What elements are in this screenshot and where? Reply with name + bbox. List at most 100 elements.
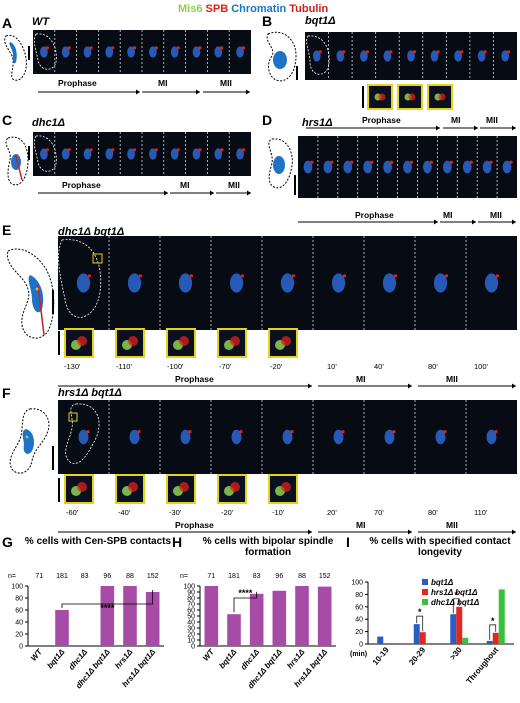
- panel-e-time-1: -110': [116, 362, 132, 371]
- panel-d-spb-8: [469, 160, 473, 164]
- panel-f-inset-spb-4: [281, 482, 291, 492]
- panel-c-spb-7: [198, 148, 202, 152]
- panel-b-nucleus-6: [454, 50, 462, 62]
- chart-h-n-value-3: 96: [275, 573, 283, 580]
- panel-a-spb-6: [176, 46, 180, 50]
- panel-f-phase-mii: MII: [446, 520, 458, 530]
- panel-e-spb-4: [291, 274, 296, 278]
- panel-f-spb-2: [188, 430, 192, 434]
- panel-e-time-6: 40': [374, 362, 384, 371]
- chart-g-significance-label: ****: [100, 603, 115, 613]
- panel-d-phase-prophase: Prophase: [355, 210, 394, 220]
- panel-c-cell-schematic: [5, 136, 29, 186]
- chart-i-legend-swatch-1: [422, 589, 428, 595]
- chart-g-n-value-3: 96: [103, 573, 111, 580]
- panel-f-nucleus-5: [333, 429, 344, 445]
- chart-i-category-label-2: >30: [448, 645, 464, 662]
- chart-h-ytick-label-10: 100: [183, 584, 195, 591]
- chart-i-xlabel: (min): [350, 651, 367, 658]
- panel-b-inset-spb-1: [408, 93, 416, 101]
- panel-c-scale-bar: [28, 146, 30, 160]
- panel-e-nucleus-4: [280, 273, 295, 293]
- panel-e-zoom-box: [92, 253, 103, 264]
- panel-a-nucleus-1: [61, 46, 70, 58]
- panel-a-cell-outline: [33, 33, 57, 70]
- panel-f-cell-outline: [65, 403, 100, 464]
- panel-f-nucleus-1: [129, 429, 140, 445]
- panel-c-phase-prophase: Prophase: [62, 180, 101, 190]
- panel-d-mi-arrow-head: [472, 219, 476, 225]
- panel-b-prophase-arrow-head: [436, 125, 440, 131]
- chart-i-significance-bracket-0: [416, 615, 424, 632]
- panel-d-nucleus-8: [462, 160, 472, 174]
- panel-d-nucleus-4: [383, 160, 392, 174]
- chart-h-bar-5: [317, 586, 332, 646]
- panel-e-nucleus-1: [127, 273, 142, 293]
- panel-e-phase-prophase: Prophase: [175, 374, 214, 384]
- panel-e-spb-3: [240, 274, 245, 278]
- chart-g-title: % cells with Cen-SPB contacts: [24, 536, 172, 547]
- panel-b-spb-7: [483, 50, 487, 54]
- chart-g-n-label: n=: [8, 573, 16, 580]
- panel-d-nucleus-9: [482, 160, 492, 174]
- panel-d-spb-1: [330, 160, 334, 164]
- panel-e-spb-1: [138, 274, 143, 278]
- panel-e-letter: E: [2, 222, 12, 238]
- panel-c-spb-5: [154, 148, 158, 152]
- panel-c-spb-4: [133, 148, 137, 152]
- chart-h-ytick-label-5: 50: [187, 614, 195, 621]
- panel-c-nucleus-5: [149, 148, 157, 160]
- panel-e-inset-spb-4: [281, 336, 291, 346]
- legend-mis6: Mis6: [178, 3, 203, 15]
- chart-g-ytick-label-5: 100: [11, 584, 23, 591]
- panel-b-nucleus-8: [501, 50, 510, 62]
- chart-h-ytick-label-2: 20: [187, 632, 195, 639]
- chart-g-category-label-2: dhc1Δ: [67, 647, 90, 672]
- panel-a-spb-3: [111, 46, 115, 50]
- chart-g-category-label-0: WT: [29, 647, 45, 663]
- panel-c-prophase-arrow-head: [164, 190, 168, 196]
- chart-i-ytick-label-0: 0: [359, 642, 363, 649]
- panel-f-spb-4: [290, 430, 294, 434]
- panel-a-nucleus-0: [40, 46, 48, 58]
- panel-b-spb-8: [507, 50, 511, 54]
- panel-c-nucleus-0: [40, 148, 48, 160]
- panel-e-time-4: -20': [270, 362, 283, 371]
- panel-d-prophase-arrow-head: [434, 219, 438, 225]
- panel-c-spb-3: [111, 148, 115, 152]
- chart-h-category-label-1: bqt1Δ: [217, 647, 239, 670]
- chart-i-legend-swatch-2: [422, 599, 428, 605]
- chart-h-ytick-label-6: 60: [187, 608, 195, 615]
- chart-h-n-value-5: 152: [319, 573, 331, 580]
- chart-g-category-label-4: hrs1Δ: [113, 647, 135, 670]
- panel-d-spb-10: [509, 160, 513, 164]
- chart-i-title: % cells with specified contact longevity: [369, 536, 511, 558]
- panel-a-mi-arrow-head: [196, 89, 200, 95]
- panel-a-nucleus-2: [83, 46, 92, 58]
- panel-f-time-5: 20': [327, 508, 337, 517]
- panel-h-letter: H: [172, 534, 183, 550]
- panel-f-cell-schematic: [9, 408, 50, 474]
- chart-h-category-label-0: WT: [201, 647, 217, 663]
- panel-e-cell-outline: [58, 239, 102, 318]
- panel-f-spb-3: [239, 430, 243, 434]
- panel-d-nucleus-7: [442, 160, 452, 174]
- panel-e-nucleus-7: [433, 273, 448, 293]
- chart-h-ytick-label-1: 10: [187, 638, 195, 645]
- panel-e-phase-mi: MI: [356, 374, 366, 384]
- panel-d-nucleus-10: [502, 160, 512, 174]
- chart-i-category-label-0: 10-19: [371, 645, 391, 667]
- chart-i-category-label-1: 20-29: [407, 645, 427, 667]
- panel-f-time-6: 70': [374, 508, 384, 517]
- panel-e-nucleus-8: [484, 273, 499, 293]
- panel-c-nucleus-2: [83, 148, 92, 160]
- chart-i-bar-0-0: [377, 636, 384, 644]
- panel-a-nucleus-6: [170, 46, 179, 58]
- panel-f-inset-spb-1: [128, 482, 138, 492]
- panel-b-insets: [367, 84, 453, 110]
- panel-f-time-0: -60': [66, 508, 79, 517]
- panel-e-spb-7: [444, 274, 449, 278]
- chart-i-bar-3-0: [486, 640, 493, 644]
- panel-e-time-2: -100': [167, 362, 184, 371]
- panel-a-phase-mii: MII: [220, 78, 232, 88]
